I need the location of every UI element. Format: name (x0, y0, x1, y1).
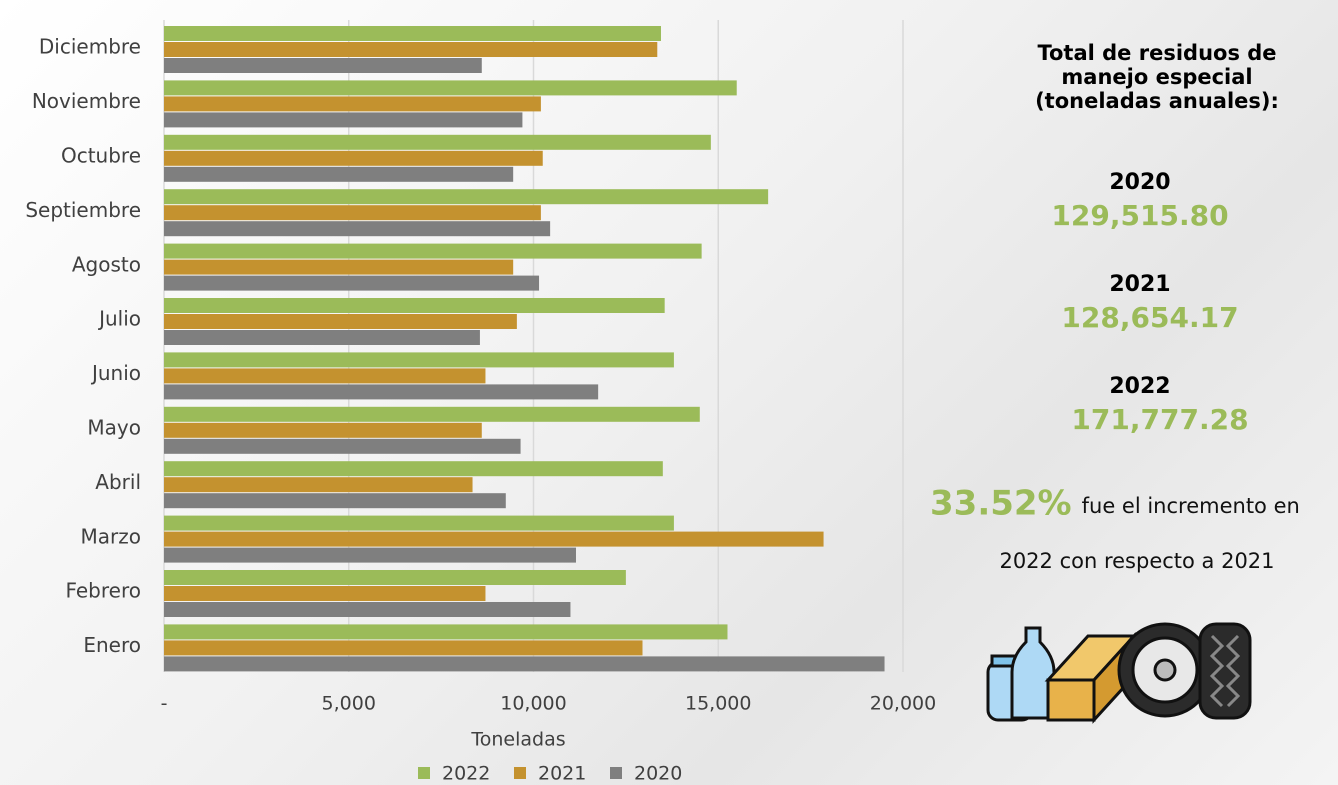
bar (164, 166, 514, 182)
y-tick-label: Octubre (61, 144, 141, 168)
x-tick-label: 15,000 (685, 693, 751, 715)
bar (164, 493, 506, 509)
bar (164, 352, 674, 368)
bar (164, 330, 480, 345)
legend-swatch (418, 767, 430, 779)
bar (164, 150, 543, 166)
bar (164, 602, 571, 617)
y-tick-label: Mayo (87, 416, 141, 440)
bar (164, 58, 482, 73)
total-year: 2021 (1109, 272, 1170, 297)
y-tick-label: Abril (95, 470, 141, 494)
bar (164, 221, 551, 237)
bar (164, 259, 514, 275)
y-tick-label: Febrero (65, 579, 141, 603)
legend-label: 2020 (634, 763, 682, 785)
x-tick-label: 10,000 (500, 693, 566, 715)
bar (164, 547, 576, 563)
legend-swatch (610, 767, 622, 779)
bar (164, 26, 661, 41)
y-tick-label: Diciembre (39, 35, 141, 59)
bar (164, 477, 473, 493)
bar (164, 205, 541, 221)
bar (164, 80, 737, 96)
bar (164, 422, 482, 438)
y-tick-label: Septiembre (25, 198, 141, 222)
bar (164, 243, 702, 259)
x-tick-label: - (161, 693, 168, 715)
x-tick-label: 20,000 (870, 693, 936, 715)
bar (164, 96, 541, 112)
y-tick-label: Junio (90, 361, 141, 385)
panel-title: Total de residuos de (1037, 41, 1276, 65)
bar (164, 384, 599, 400)
bar (164, 640, 643, 656)
bar (164, 368, 486, 384)
total-value: 171,777.28 (1071, 403, 1248, 436)
legend-label: 2022 (442, 763, 490, 785)
y-tick-label: Noviembre (32, 89, 141, 113)
increment-value: 33.52% (930, 484, 1072, 524)
total-year: 2020 (1109, 170, 1170, 195)
bar (164, 656, 885, 672)
y-tick-label: Enero (83, 633, 141, 657)
bar (164, 298, 665, 313)
bar (164, 515, 674, 531)
bar (164, 570, 626, 585)
bar (164, 624, 728, 640)
bar (164, 134, 711, 150)
bar (164, 438, 521, 454)
panel-title: (toneladas anuales): (1035, 89, 1279, 113)
x-tick-label: 5,000 (322, 693, 376, 715)
x-axis-title: Toneladas (470, 729, 565, 751)
bar (164, 189, 769, 205)
y-tick-label: Julio (97, 307, 141, 331)
total-year: 2022 (1109, 374, 1170, 399)
panel-title: manejo especial (1061, 65, 1252, 89)
legend-label: 2021 (538, 763, 586, 785)
y-tick-label: Agosto (72, 252, 141, 276)
icons (986, 622, 1252, 724)
bar (164, 406, 700, 422)
increment-note: 2022 con respecto a 2021 (999, 549, 1274, 573)
bar (164, 42, 658, 57)
bar (164, 112, 523, 128)
increment-note: fue el incremento en (1082, 494, 1300, 518)
y-tick-label: Marzo (81, 524, 141, 548)
total-value: 129,515.80 (1051, 199, 1228, 232)
bar (164, 461, 663, 477)
bar (164, 314, 517, 329)
legend-swatch (514, 767, 526, 779)
total-value: 128,654.17 (1061, 301, 1238, 334)
bar (164, 275, 540, 291)
bar (164, 531, 824, 547)
bar (164, 586, 486, 601)
